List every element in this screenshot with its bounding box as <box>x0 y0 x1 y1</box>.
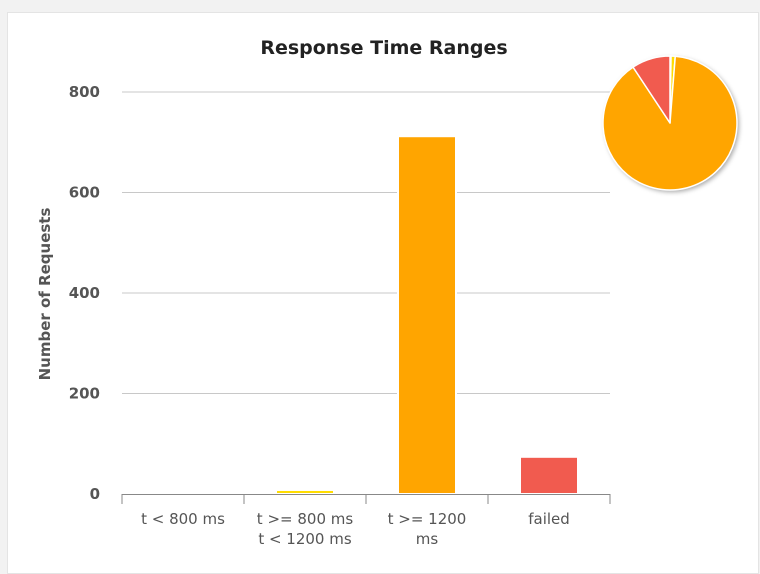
bar <box>519 455 579 496</box>
pie-slice <box>632 55 671 124</box>
x-tick-label: t < 800 ms <box>141 510 225 528</box>
y-tick-label: 600 <box>69 184 100 202</box>
x-tick-label: t >= 800 ms <box>257 510 354 528</box>
x-tick-label: failed <box>528 510 570 528</box>
bars <box>153 135 579 496</box>
gridlines: 0 200 400 600 800 <box>69 83 610 503</box>
x-tick-label: t >= 1200 <box>388 510 467 528</box>
chart-title: Response Time Ranges <box>260 37 507 59</box>
y-tick-label: 0 <box>90 485 100 503</box>
y-tick-label: 800 <box>69 83 100 101</box>
bar <box>275 488 335 496</box>
inset-pie-chart <box>602 55 738 191</box>
y-axis-label: Number of Requests <box>36 208 54 381</box>
y-tick-label: 400 <box>69 284 100 302</box>
x-axis: t < 800 ms t >= 800 ms t < 1200 ms t >= 120… <box>121 494 611 548</box>
x-tick-label: t < 1200 ms <box>258 530 352 548</box>
bar <box>397 135 457 495</box>
y-tick-label: 200 <box>69 385 100 403</box>
bar <box>153 491 213 495</box>
x-tick-label: ms <box>416 530 439 548</box>
